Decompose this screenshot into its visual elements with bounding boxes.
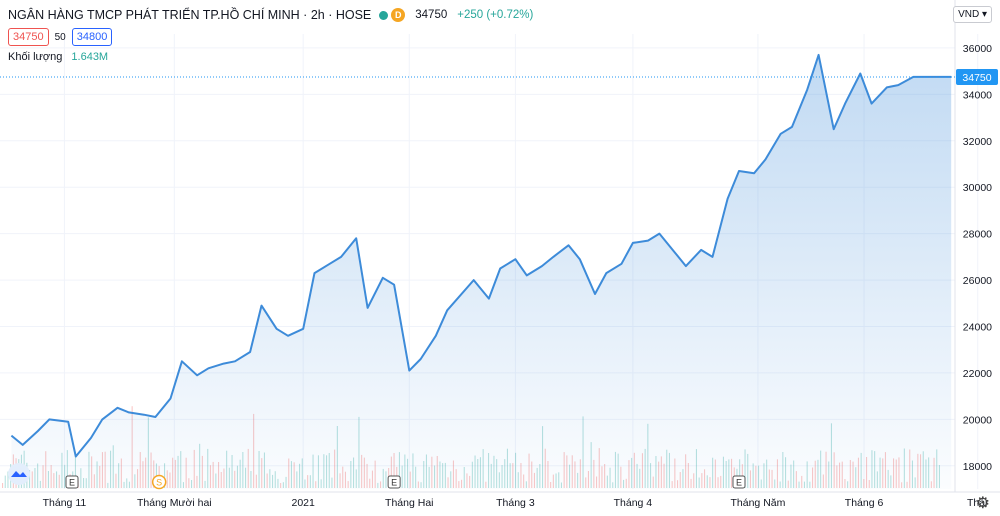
x-tick-label: Tháng Năm [731, 497, 786, 509]
earnings-marker-label: E [391, 478, 397, 488]
earnings-marker[interactable] [387, 475, 401, 489]
x-tick-label: Tháng 11 [43, 497, 87, 509]
y-tick-label: 20000 [963, 414, 992, 426]
x-tick-label: Tháng 4 [614, 497, 653, 509]
currency-value: VND [958, 9, 980, 20]
y-tick-label: 30000 [963, 182, 992, 194]
y-tick-label: 24000 [963, 322, 992, 334]
earnings-marker[interactable] [65, 475, 79, 489]
y-tick-label: 32000 [963, 136, 992, 148]
y-tick-label: 36000 [963, 43, 992, 55]
last-price: 34750 [415, 9, 448, 21]
volume-value: 1.643M [71, 51, 109, 63]
split-marker[interactable] [151, 474, 167, 490]
last-price-line: 34750 [0, 68, 998, 85]
price-change: +250 (+0.72%) [457, 9, 534, 21]
y-tick-label: 18000 [963, 461, 992, 473]
y-tick-label: 34000 [963, 89, 992, 101]
volume-bar [4, 475, 6, 488]
y-tick-label: 22000 [963, 368, 992, 380]
earnings-marker[interactable] [732, 475, 746, 489]
earnings-marker-label: E [69, 478, 75, 488]
volume-bar [2, 483, 4, 488]
price-area [11, 54, 952, 490]
price-line [10, 53, 952, 458]
data-delay-badge[interactable]: D [391, 8, 406, 22]
tradingview-logo-icon[interactable] [7, 462, 31, 486]
sell-button[interactable]: 34750 [8, 28, 49, 46]
x-tick-label: Tháng 6 [845, 497, 884, 509]
chevron-down-icon: ▾ [981, 9, 987, 20]
split-marker-label: S [156, 478, 162, 488]
x-tick-label: 2021 [291, 497, 315, 509]
symbol-title[interactable]: NGÂN HÀNG TMCP PHÁT TRIỂN TP.HỒ CHÍ MINH… [8, 8, 372, 22]
y-tick-label: 28000 [963, 229, 992, 241]
currency-select[interactable]: VND ▾ [953, 6, 992, 23]
x-tick-label: Tháng 3 [496, 497, 535, 509]
x-tick-label: Tháng Hai [385, 497, 433, 509]
chart-header: NGÂN HÀNG TMCP PHÁT TRIỂN TP.HỒ CHÍ MINH… [8, 6, 533, 24]
y-axis: 18000 20000 22000 24000 26000 28000 30000 32000… [963, 43, 992, 473]
x-tick-label: Tháng Mười hai [137, 497, 212, 509]
price-series-line [10, 53, 952, 458]
bid-ask-row: 34750 50 34800 [8, 28, 113, 46]
market-status-icon [379, 10, 389, 20]
spread-value: 50 [54, 31, 66, 43]
volume-label: Khối lượng [8, 51, 63, 63]
last-price-tag-label: 34750 [962, 72, 991, 84]
last-price-tag [956, 68, 998, 85]
gear-icon[interactable]: ⚙ [975, 495, 990, 512]
x-axis: Tháng 11 Tháng Mười hai 2021 Tháng Hai Tháng… [43, 497, 989, 509]
earnings-marker-label: E [736, 478, 742, 488]
y-tick-label: 26000 [963, 275, 992, 287]
price-area-fill [11, 54, 952, 490]
volume-legend: Khối lượng 1.643M [8, 51, 108, 63]
volume-bar [7, 471, 9, 488]
x-tick-label: Thár [967, 497, 989, 509]
buy-button[interactable]: 34800 [71, 28, 113, 46]
